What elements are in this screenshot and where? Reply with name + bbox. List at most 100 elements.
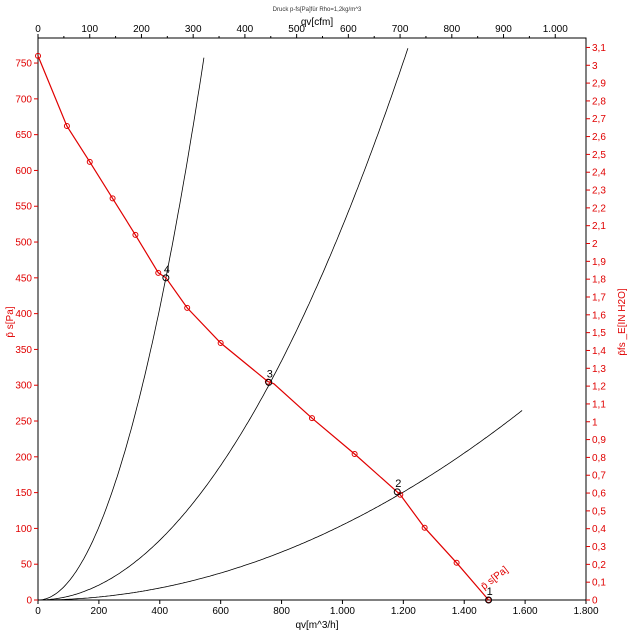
chart-title: Druck p-fs[Pa]für Rho=1,2kg/m^3 [273,7,362,13]
y-tick-label: 750 [15,59,32,70]
y2-tick-label: 1,7 [592,292,606,303]
y-tick-label: 350 [15,345,32,356]
y-tick-label: 50 [21,560,33,571]
y-tick-label: 400 [15,309,32,320]
x-tick-label: 0 [35,606,41,617]
y-tick-label: 700 [15,94,32,105]
y2-tick-label: 1,8 [592,275,606,286]
x2-tick-label: 500 [288,24,305,35]
y-tick-label: 250 [15,417,32,428]
fan-curve-marker [309,415,315,422]
x-tick-label: 400 [151,606,168,617]
system-curve [38,410,523,601]
operating-point-marker [265,378,273,386]
y2-tick-label: 0,3 [592,542,606,553]
y2-tick-label: 2,8 [592,96,606,107]
y2-tick-label: 0,2 [592,560,606,571]
x-tick-label: 1.600 [513,606,538,617]
fan-curve-marker [109,195,116,202]
fan-curve-marker [184,304,191,311]
y-tick-label: 450 [15,273,32,284]
x2-tick-label: 700 [392,24,409,35]
fan-curve-marker [63,123,70,130]
x-tick-label: 1.200 [391,606,416,617]
y2-tick-label: 2,1 [592,221,606,232]
x-tick-label: 1.000 [330,606,355,617]
y-axis-title: p̄ s[Pa] [5,306,16,337]
operating-point-label: 4 [164,264,170,276]
y2-tick-label: 2,4 [592,168,606,179]
operating-point-label: 3 [267,368,273,380]
x-tick-label: 200 [91,606,108,617]
x2-tick-label: 800 [443,24,460,35]
plot-frame [37,37,587,601]
operating-point-label: 1 [487,586,493,598]
operating-points-layer: 1 2 3 4 [162,264,493,604]
x2-tick-label: 400 [237,24,254,35]
y2-tick-label: 0,9 [592,435,606,446]
x2-tick-label: 1.000 [543,24,568,35]
operating-point-marker [162,274,170,282]
x2-tick-label: 900 [495,24,512,35]
y2-tick-label: 0,8 [592,453,606,464]
y-tick-label: 500 [15,238,32,249]
x-tick-label: 1.800 [573,606,598,617]
x2-axis-title: qv[cfm] [301,17,333,28]
x2-tick-label: 200 [133,24,150,35]
y2-tick-label: 2,9 [592,79,606,90]
x-tick-label: 1.400 [452,606,477,617]
y2-tick-label: 1,1 [592,399,606,410]
x-axis-title: qv[m^3/h] [295,620,338,631]
y-tick-label: 550 [15,202,32,213]
y2-tick-label: 2,3 [592,186,606,197]
fan-curve-marker [217,339,224,346]
fan-pressure-curve [37,55,490,601]
y2-tick-label: 1,6 [592,310,606,321]
y2-tick-label: 0 [592,596,598,607]
x-tick-label: 800 [273,606,290,617]
system-curve [38,57,205,601]
fan-curve-label: p̄ s[Pa] [479,564,510,592]
y2-tick-label: 2,6 [592,132,606,143]
y2-tick-label: 1,9 [592,257,606,268]
system-curve [38,48,409,601]
y2-tick-label: 3,1 [592,43,606,54]
x2-tick-label: 100 [81,24,98,35]
curves-layer: p̄ s[Pa] [35,48,523,603]
y2-tick-label: 3 [592,61,598,72]
y2-tick-label: 2,7 [592,114,606,125]
y2-axis-title: p̄fs _E[IN H2O] [617,288,628,355]
y2-tick-label: 2,5 [592,150,606,161]
y-tick-label: 100 [15,524,32,535]
y-tick-label: 0 [26,596,32,607]
operating-point-marker [393,488,401,496]
x2-tick-label: 600 [340,24,357,35]
y2-tick-label: 0,1 [592,578,606,589]
fan-curve-marker [421,524,428,531]
y2-tick-label: 1 [592,417,598,428]
x-tick-label: 600 [212,606,229,617]
y2-tick-label: 1,5 [592,328,606,339]
operating-point-label: 2 [395,478,401,490]
y2-tick-label: 0,7 [592,471,606,482]
y-tick-label: 150 [15,488,32,499]
fan-curve-marker [155,269,162,276]
y2-tick-label: 1,3 [592,364,606,375]
y2-tick-label: 2 [592,239,598,250]
fan-curve-marker [86,158,93,165]
fan-curve-marker [351,450,358,457]
y-tick-label: 300 [15,381,32,392]
fan-curve-marker [132,231,139,238]
x2-tick-label: 300 [185,24,202,35]
y2-tick-label: 0,5 [592,506,606,517]
y2-tick-label: 1,4 [592,346,606,357]
y2-tick-label: 0,4 [592,524,606,535]
x2-tick-label: 0 [35,24,41,35]
fan-curve-marker [35,52,41,59]
y-tick-label: 600 [15,166,32,177]
y2-tick-label: 1,2 [592,382,606,393]
operating-point-marker [485,596,493,604]
y2-tick-label: 0,6 [592,489,606,500]
